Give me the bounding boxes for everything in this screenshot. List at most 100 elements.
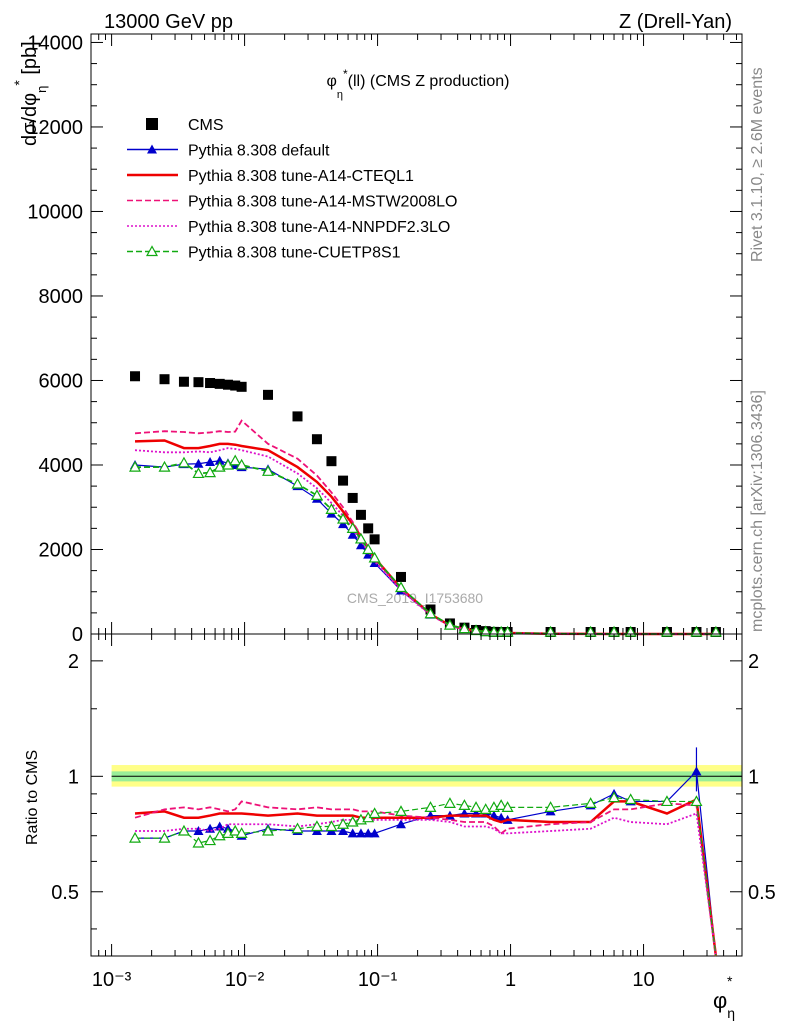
main-point-cuetp8s1 bbox=[177, 456, 190, 468]
ratio-point-cuetp8s1 bbox=[261, 824, 275, 836]
main-point-default bbox=[205, 457, 216, 467]
ratio-series bbox=[128, 747, 718, 957]
ratio-point-cuetp8s1 bbox=[443, 797, 456, 808]
legend-marker-cms bbox=[146, 118, 158, 130]
ratio-point-cuetp8s1 bbox=[158, 831, 171, 843]
ratio-point-cuetp8s1 bbox=[624, 793, 637, 805]
rivet-label: Rivet 3.1.10, ≥ 2.6M events bbox=[749, 67, 766, 262]
main-point-cms bbox=[338, 475, 349, 486]
ratio-series-line-default bbox=[135, 770, 717, 957]
ratio-y-tick-label: 1 bbox=[68, 766, 79, 788]
x-tick-label: 10⁻¹ bbox=[358, 969, 398, 991]
ratio-point-cuetp8s1 bbox=[501, 801, 514, 812]
ratio-point-cuetp8s1 bbox=[337, 817, 350, 829]
main-point-cms bbox=[214, 378, 225, 389]
main-point-cms bbox=[193, 377, 204, 388]
ratio-point-cuetp8s1 bbox=[192, 836, 205, 848]
ratio-point-cuetp8s1 bbox=[495, 799, 508, 810]
ratio-series-line-cteql1 bbox=[134, 797, 718, 957]
ratio-y-tick-label: 0.5 bbox=[51, 882, 79, 904]
ratio-point-cuetp8s1 bbox=[479, 803, 492, 814]
legend-label-mstw: Pythia 8.308 tune-A14-MSTW2008LO bbox=[188, 194, 457, 211]
y-tick-label: 2000 bbox=[39, 539, 84, 561]
y-tick-label: 0 bbox=[72, 624, 83, 646]
mcplots-label: mcplots.cern.ch [arXiv:1306.3436] bbox=[749, 390, 766, 632]
legend-label-nnpdf: Pythia 8.308 tune-A14-NNPDF2.3LO bbox=[188, 219, 450, 236]
ratio-y-tick-label: 2 bbox=[68, 651, 79, 673]
ratio-point-cuetp8s1 bbox=[177, 824, 190, 836]
ratio-point-cuetp8s1 bbox=[544, 801, 557, 812]
main-point-cuetp8s1 bbox=[443, 618, 456, 630]
main-point-cms bbox=[326, 456, 337, 467]
main-point-cms bbox=[369, 534, 380, 545]
ratio-point-cuetp8s1 bbox=[325, 820, 338, 832]
main-series-line-nnpdf bbox=[134, 447, 716, 635]
ratio-point-cuetp8s1 bbox=[470, 801, 483, 812]
header-left: 13000 GeV pp bbox=[104, 11, 233, 33]
ratio-point-default bbox=[496, 812, 507, 822]
ratio-point-default bbox=[214, 821, 225, 831]
main-point-default bbox=[193, 458, 204, 468]
main-point-cms bbox=[363, 523, 374, 534]
y-tick-label: 4000 bbox=[39, 455, 84, 477]
main-series-line-default bbox=[134, 460, 716, 635]
main-point-cuetp8s1 bbox=[261, 465, 275, 476]
y-tick-label: 12000 bbox=[27, 117, 83, 139]
ratio-series-line-mstw bbox=[134, 800, 717, 957]
main-point-default bbox=[355, 540, 366, 550]
y-tick-label: 6000 bbox=[39, 370, 84, 392]
ratio-point-cuetp8s1 bbox=[346, 815, 359, 827]
main-point-cuetp8s1 bbox=[235, 458, 248, 470]
ratio-point-cuetp8s1 bbox=[204, 834, 217, 846]
ratio-series-line-nnpdf bbox=[135, 812, 717, 957]
analysis-watermark: CMS_2019_I1753680 bbox=[347, 590, 483, 606]
ratio-point-cuetp8s1 bbox=[235, 827, 248, 838]
ratio-x-ticks: 10⁻³ 10⁻² 10⁻¹ 1 10 bbox=[90, 634, 737, 991]
ratio-point-cuetp8s1 bbox=[229, 824, 242, 836]
main-point-cms bbox=[395, 571, 406, 582]
main-point-cuetp8s1 bbox=[204, 466, 217, 478]
main-point-cuetp8s1 bbox=[354, 532, 367, 544]
main-series bbox=[128, 371, 722, 637]
main-point-cuetp8s1 bbox=[362, 543, 375, 555]
ratio-point-default bbox=[347, 828, 358, 838]
main-point-cms bbox=[130, 371, 141, 382]
ratio-point-default bbox=[338, 826, 349, 836]
main-point-cms bbox=[178, 376, 189, 387]
ratio-y-axis-label: Ratio to CMS bbox=[24, 750, 41, 845]
main-point-cms bbox=[236, 381, 247, 392]
main-point-cuetp8s1 bbox=[128, 460, 142, 472]
y-tick-label: 14000 bbox=[27, 32, 83, 54]
ratio-point-default bbox=[395, 819, 406, 829]
legend-marker-default bbox=[147, 144, 157, 154]
main-y-axis-label: dσ/dφη* [pb] bbox=[11, 41, 49, 146]
main-point-default bbox=[347, 529, 358, 539]
main-point-cuetp8s1 bbox=[310, 489, 323, 501]
legend-label-cuetp8s1: Pythia 8.308 tune-CUETP8S1 bbox=[188, 245, 401, 262]
ratio-point-cuetp8s1 bbox=[310, 820, 323, 832]
main-point-cuetp8s1 bbox=[325, 503, 338, 514]
ratio-point-default bbox=[363, 828, 374, 838]
x-tick-label: 10⁻³ bbox=[92, 969, 132, 991]
main-point-cms bbox=[222, 379, 233, 390]
ratio-point-cuetp8s1 bbox=[213, 829, 226, 841]
main-point-cuetp8s1 bbox=[346, 522, 359, 533]
legend-label-cteql1: Pythia 8.308 tune-A14-CTEQL1 bbox=[188, 168, 414, 185]
ratio-point-cuetp8s1 bbox=[291, 822, 304, 834]
y-tick-label: 8000 bbox=[39, 286, 84, 308]
ratio-point-cuetp8s1 bbox=[368, 807, 381, 819]
ratio-y-tick-label-right: 0.5 bbox=[748, 882, 776, 904]
ratio-point-cuetp8s1 bbox=[690, 795, 703, 807]
chart-title: φη*(ll) (CMS Z production) bbox=[327, 67, 510, 101]
main-point-cms bbox=[347, 492, 358, 503]
main-point-cuetp8s1 bbox=[458, 622, 471, 634]
ratio-band bbox=[111, 765, 743, 787]
ratio-point-cuetp8s1 bbox=[424, 801, 437, 812]
ratio-point-cuetp8s1 bbox=[660, 795, 673, 807]
ratio-y-ticks: 0.5 0.5 1 1 2 2 bbox=[51, 651, 776, 930]
main-point-cuetp8s1 bbox=[213, 460, 226, 472]
main-point-cuetp8s1 bbox=[424, 607, 437, 619]
main-point-cuetp8s1 bbox=[158, 460, 171, 472]
main-point-default bbox=[214, 455, 225, 465]
